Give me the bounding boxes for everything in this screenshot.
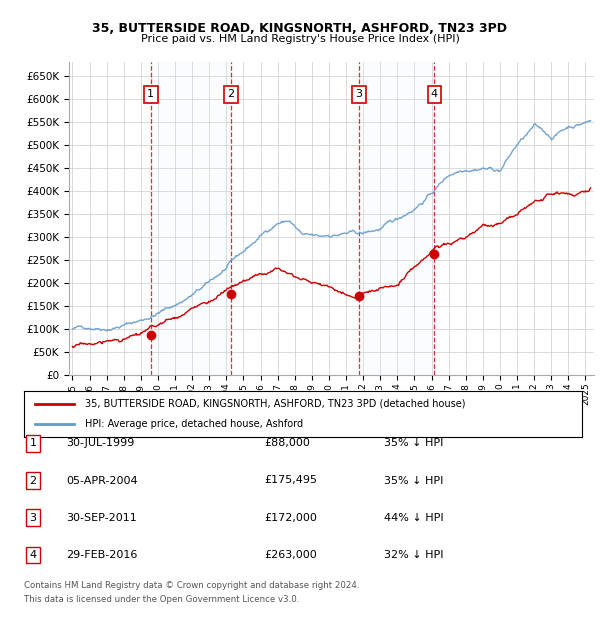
Text: £172,000: £172,000 (264, 513, 317, 523)
Text: 35, BUTTERSIDE ROAD, KINGSNORTH, ASHFORD, TN23 3PD (detached house): 35, BUTTERSIDE ROAD, KINGSNORTH, ASHFORD… (85, 399, 466, 409)
Text: 2: 2 (29, 476, 37, 485)
Text: HPI: Average price, detached house, Ashford: HPI: Average price, detached house, Ashf… (85, 419, 304, 429)
Text: 3: 3 (355, 89, 362, 99)
Text: 30-JUL-1999: 30-JUL-1999 (66, 438, 134, 448)
Text: £88,000: £88,000 (264, 438, 310, 448)
Text: This data is licensed under the Open Government Licence v3.0.: This data is licensed under the Open Gov… (24, 595, 299, 604)
Bar (359, 62, 434, 375)
Text: 35, BUTTERSIDE ROAD, KINGSNORTH, ASHFORD, TN23 3PD: 35, BUTTERSIDE ROAD, KINGSNORTH, ASHFORD… (92, 22, 508, 35)
Text: 35% ↓ HPI: 35% ↓ HPI (384, 476, 443, 485)
Bar (151, 62, 231, 375)
Text: 1: 1 (29, 438, 37, 448)
Text: 29-FEB-2016: 29-FEB-2016 (66, 550, 137, 560)
Text: 32% ↓ HPI: 32% ↓ HPI (384, 550, 443, 560)
Text: 35% ↓ HPI: 35% ↓ HPI (384, 438, 443, 448)
Text: 4: 4 (431, 89, 438, 99)
Text: 2: 2 (227, 89, 235, 99)
Text: 30-SEP-2011: 30-SEP-2011 (66, 513, 137, 523)
Text: 1: 1 (147, 89, 154, 99)
Text: 3: 3 (29, 513, 37, 523)
Text: £175,495: £175,495 (264, 476, 317, 485)
Text: £263,000: £263,000 (264, 550, 317, 560)
Text: Contains HM Land Registry data © Crown copyright and database right 2024.: Contains HM Land Registry data © Crown c… (24, 581, 359, 590)
Text: 05-APR-2004: 05-APR-2004 (66, 476, 137, 485)
Text: 4: 4 (29, 550, 37, 560)
Text: 44% ↓ HPI: 44% ↓ HPI (384, 513, 443, 523)
Text: Price paid vs. HM Land Registry's House Price Index (HPI): Price paid vs. HM Land Registry's House … (140, 34, 460, 44)
